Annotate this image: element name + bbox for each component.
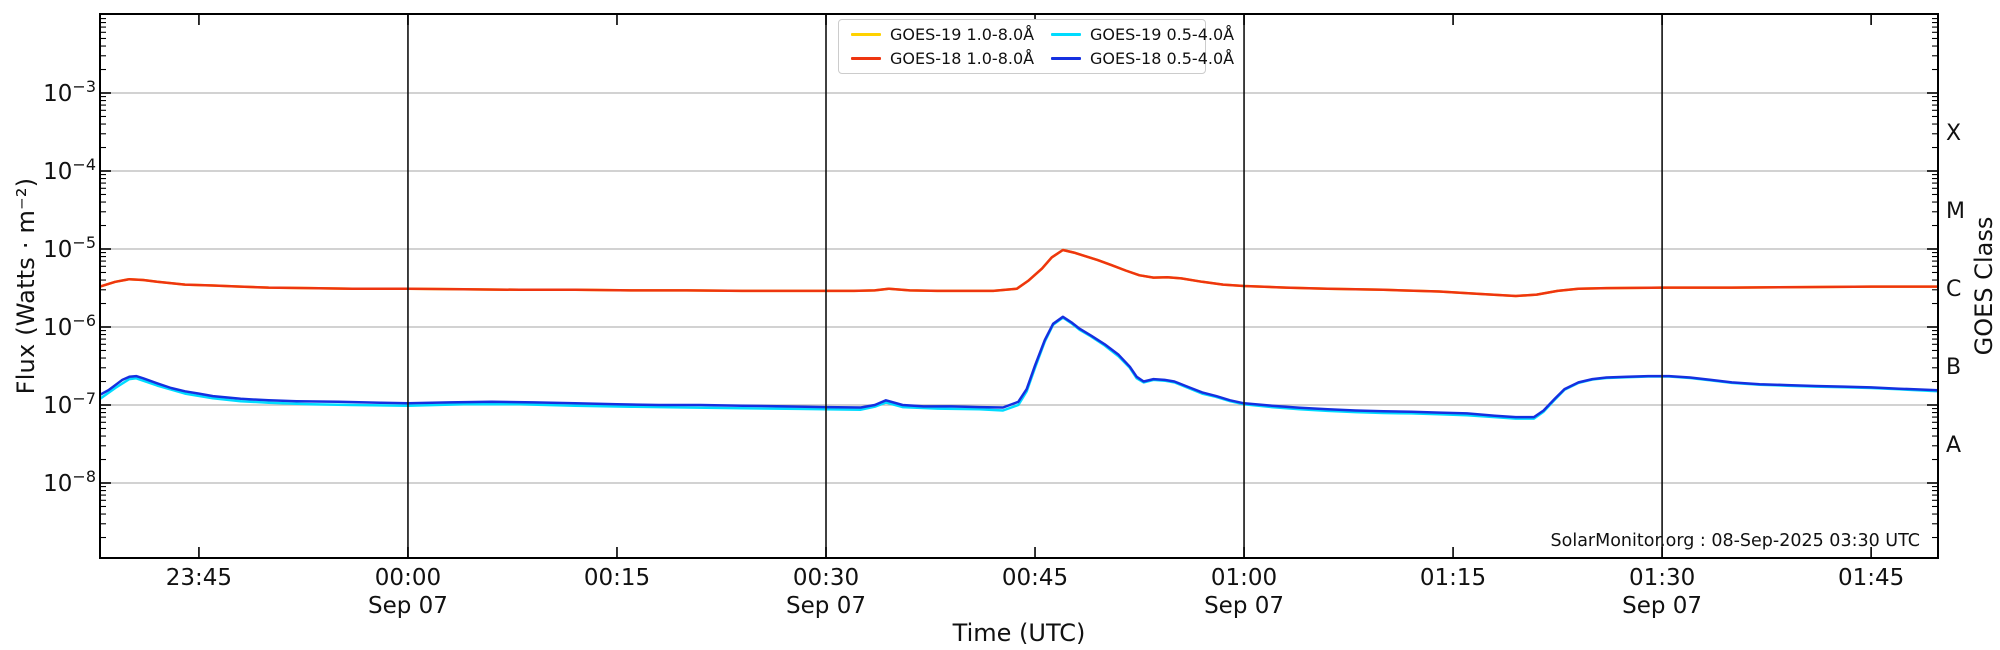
y-tick-label: 10−6 [43, 311, 96, 341]
x-tick-label: 01:00 [1211, 565, 1277, 591]
x-tick-date-label: Sep 07 [1622, 593, 1702, 619]
legend-label-goes19-short: GOES-19 0.5-4.0Å [1090, 25, 1235, 44]
y-tick-label: 10−8 [43, 467, 96, 497]
axis-ticks [100, 14, 1938, 558]
legend: GOES-19 1.0-8.0Å GOES-19 0.5-4.0Å GOES-1… [838, 19, 1234, 74]
goes-class-letter-B: B [1946, 355, 1961, 380]
legend-line-swatch-goes18-long [851, 57, 881, 60]
y-tick-label: 10−5 [43, 233, 96, 263]
legend-line-swatch-goes18-short [1051, 57, 1081, 60]
legend-item-goes18-short: GOES-18 0.5-4.0Å [1051, 49, 1234, 68]
goes-class-letter-X: X [1946, 121, 1961, 146]
x-tick-label: 01:15 [1420, 565, 1486, 591]
legend-label-goes19-long: GOES-19 1.0-8.0Å [890, 25, 1035, 44]
x-tick-label: 00:45 [1002, 565, 1068, 591]
y-axis-title: Flux (Watts · m⁻²) [12, 177, 40, 395]
goes-class-letter-A: A [1946, 433, 1961, 458]
day-boundary-lines [407, 14, 1663, 558]
right-axis-title: GOES Class [1970, 216, 1998, 356]
x-tick-label: 00:00 [375, 565, 441, 591]
attribution-text: SolarMonitor.org : 08-Sep-2025 03:30 UTC [1550, 531, 1920, 551]
legend-item-goes19-short: GOES-19 0.5-4.0Å [1051, 25, 1234, 44]
legend-item-goes18-long: GOES-18 1.0-8.0Å [851, 49, 1051, 68]
legend-line-swatch-goes19-short [1051, 33, 1081, 36]
x-tick-date-label: Sep 07 [1204, 593, 1284, 619]
x-tick-label: 00:15 [584, 565, 650, 591]
x-tick-label: 01:45 [1838, 565, 1904, 591]
y-tick-label: 10−3 [43, 77, 96, 107]
legend-label-goes18-short: GOES-18 0.5-4.0Å [1090, 49, 1235, 68]
x-tick-label: 01:30 [1629, 565, 1695, 591]
x-tick-label: 23:45 [166, 565, 232, 591]
series-GOES-18 0.5-4.0Å [100, 315, 1938, 419]
x-tick-label: 00:30 [793, 565, 859, 591]
y-tick-label: 10−7 [43, 389, 96, 419]
series-GOES-18 1.0-8.0Å [100, 248, 1938, 298]
x-tick-date-label: Sep 07 [786, 593, 866, 619]
goes-class-letter-M: M [1946, 199, 1965, 224]
x-tick-date-label: Sep 07 [368, 593, 448, 619]
goes-class-letter-C: C [1946, 277, 1961, 302]
legend-line-swatch-goes19-long [851, 33, 881, 36]
legend-label-goes18-long: GOES-18 1.0-8.0Å [890, 49, 1035, 68]
plot-border [99, 13, 1939, 559]
flux-curves [100, 248, 1938, 420]
y-tick-label: 10−4 [43, 155, 96, 185]
legend-item-goes19-long: GOES-19 1.0-8.0Å [851, 25, 1051, 44]
x-axis-title: Time (UTC) [952, 619, 1086, 647]
